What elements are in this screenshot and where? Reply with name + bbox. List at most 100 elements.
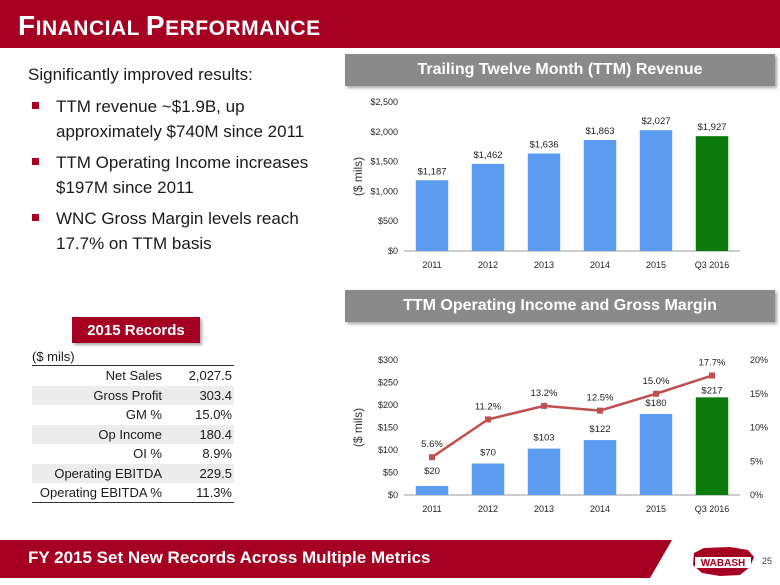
table-row: Operating EBITDA 229.5	[32, 463, 234, 483]
title-initial-2: P	[145, 10, 166, 41]
row-value: 11.3%	[196, 485, 232, 500]
y-tick-label: $0	[388, 490, 398, 500]
gross-margin-marker	[709, 372, 715, 379]
table-row: Net Sales 2,027.5	[32, 366, 234, 386]
y-tick-label: $2,000	[370, 127, 398, 137]
x-tick-label: 2015	[646, 504, 666, 514]
bullet-square-icon	[32, 158, 39, 165]
bar-value-label: $1,863	[585, 126, 614, 137]
gross-margin-marker	[597, 407, 603, 414]
y-tick-label: $500	[378, 216, 398, 226]
table-row: Op Income 180.4	[32, 424, 234, 444]
bar-value-label: $1,927	[697, 122, 726, 133]
table-row: OI % 8.9%	[32, 444, 234, 464]
x-tick-label: 2015	[646, 260, 666, 270]
gross-margin-label: 5.6%	[421, 439, 443, 450]
title-bar: FINANCIAL PERFORMANCE	[0, 0, 780, 48]
title-rest-2: ERFORMANCE	[165, 17, 321, 40]
revenue-chart: $0 $500 $1,000 $1,500 $2,000 $2,500 ($ mils) $1…	[351, 97, 740, 270]
y-tick-label: $150	[378, 423, 398, 433]
x-tick-label: 2013	[534, 504, 554, 514]
footer-bar	[0, 540, 672, 578]
x-tick-label: 2011	[422, 260, 441, 270]
row-value: 303.4	[199, 387, 232, 403]
opincome-chart: $0 $50 $100 $150 $200 $250 $300 ($ mils) 2011 201…	[351, 355, 768, 514]
gross-margin-label: 11.2%	[475, 401, 502, 412]
bar	[583, 440, 617, 495]
row-label: Gross Profit	[93, 387, 162, 403]
bar-value-label: $217	[701, 385, 722, 396]
bar	[415, 180, 449, 251]
bar-value-label: $1,636	[529, 139, 558, 150]
records-badge: 2015 Records	[72, 317, 200, 343]
x-tick-label: 2011	[422, 504, 441, 514]
bullet-text: TTM revenue ~$1.9B, up approximately $74…	[56, 97, 305, 141]
bar	[471, 163, 505, 251]
bar	[583, 139, 617, 251]
y-tick-label: $100	[378, 445, 398, 455]
x-tick-label: Q3 2016	[695, 504, 730, 514]
table-row: GM % 15.0%	[32, 405, 234, 425]
gross-margin-label: 15.0%	[643, 376, 670, 387]
bar-value-label: $20	[424, 466, 440, 477]
bar	[695, 397, 729, 495]
bar-value-label: $1,187	[417, 166, 446, 177]
row-label: Operating EBITDA	[54, 465, 162, 481]
x-tick-label: 2012	[478, 260, 498, 270]
bullet-item: TTM Operating Income increases $197M sin…	[28, 150, 328, 200]
x-tick-label: 2014	[590, 260, 610, 270]
bar	[639, 130, 673, 251]
row-value: 2,027.5	[188, 368, 232, 383]
bar-value-label: $103	[533, 433, 554, 444]
y2-tick-label: 5%	[750, 456, 763, 466]
y2-tick-label: 15%	[750, 389, 768, 399]
y-tick-label: $2,500	[370, 97, 398, 107]
gross-margin-marker	[653, 390, 659, 397]
row-value: 8.9%	[202, 446, 232, 461]
revenue-chart-header: Trailing Twelve Month (TTM) Revenue	[345, 54, 775, 86]
bullet-square-icon	[32, 102, 39, 109]
y-tick-label: $50	[383, 468, 398, 478]
logo-text: WABASH	[701, 558, 745, 569]
row-value: 15.0%	[195, 407, 232, 422]
gross-margin-label: 12.5%	[587, 393, 614, 404]
x-tick-label: 2012	[478, 504, 498, 514]
bar-value-label: $180	[645, 398, 666, 409]
bar-value-label: $2,027	[641, 116, 670, 127]
y2-tick-label: 10%	[750, 423, 768, 433]
row-label: OI %	[133, 446, 162, 461]
x-tick-label: 2014	[590, 504, 610, 514]
y2-tick-label: 0%	[750, 490, 763, 500]
table-row: Gross Profit 303.4	[32, 385, 234, 405]
bullet-item: WNC Gross Margin levels reach 17.7% on T…	[28, 206, 328, 256]
bullets-intro: Significantly improved results:	[28, 65, 253, 84]
records-table: ($ mils) Net Sales 2,027.5 Gross Profit 30…	[32, 348, 234, 503]
bullet-square-icon	[32, 214, 39, 221]
row-value: 229.5	[199, 465, 232, 481]
bar	[527, 153, 561, 251]
x-tick-label: Q3 2016	[695, 260, 730, 270]
y-tick-label: $1,500	[370, 157, 398, 167]
row-label: Operating EBITDA %	[39, 485, 162, 500]
bar	[695, 136, 729, 251]
y-axis-label: ($ mils)	[351, 408, 365, 447]
gross-margin-line	[431, 374, 713, 459]
y2-tick-label: 20%	[750, 355, 768, 365]
footer-text: FY 2015 Set New Records Across Multiple …	[28, 548, 431, 567]
gross-margin-label: 17.7%	[699, 358, 726, 369]
page-number: 25	[762, 556, 773, 566]
y-tick-label: $0	[388, 246, 398, 256]
gross-margin-label: 13.2%	[531, 388, 558, 399]
y-tick-label: $1,000	[370, 186, 398, 196]
bar-value-label: $70	[480, 448, 496, 459]
bar-value-label: $1,462	[473, 150, 502, 161]
row-label: Net Sales	[105, 368, 162, 383]
bar-value-label: $122	[589, 424, 610, 435]
x-tick-label: 2013	[534, 260, 554, 270]
y-tick-label: $250	[378, 378, 398, 388]
opincome-chart-header: TTM Operating Income and Gross Margin	[345, 290, 775, 322]
bullet-item: TTM revenue ~$1.9B, up approximately $74…	[28, 94, 328, 144]
y-tick-label: $200	[378, 400, 398, 410]
bullet-list: Significantly improved results: TTM reve…	[28, 64, 328, 262]
bar	[471, 463, 505, 495]
